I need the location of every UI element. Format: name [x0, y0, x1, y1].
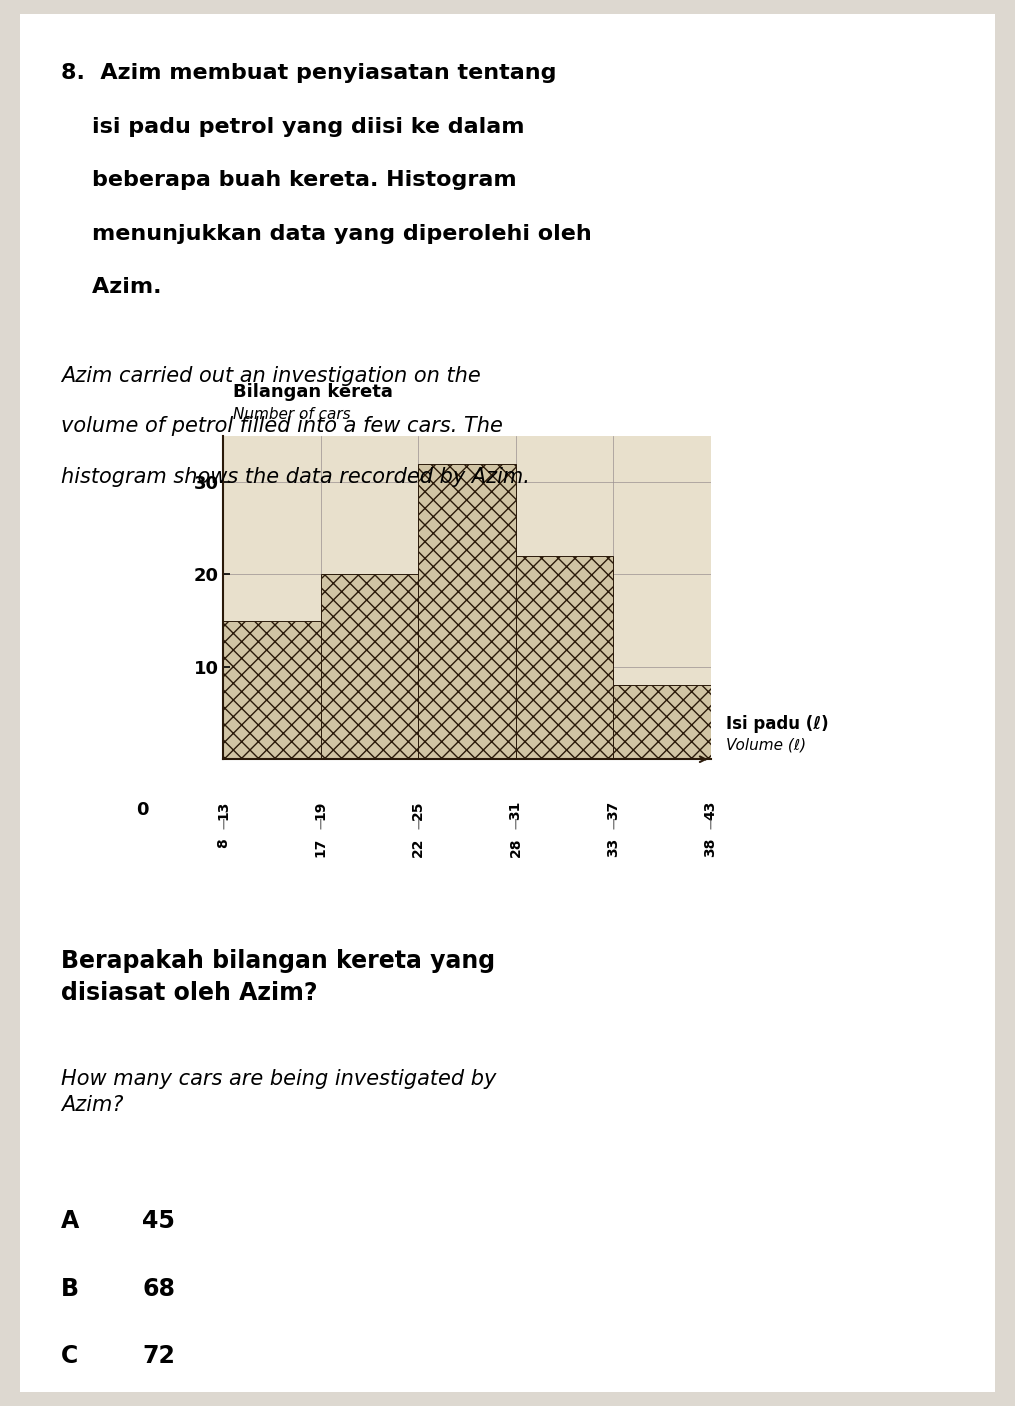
- Text: |: |: [708, 818, 713, 830]
- Text: 8: 8: [216, 838, 230, 848]
- Text: 22: 22: [411, 838, 425, 858]
- Text: 31: 31: [509, 801, 523, 820]
- Text: 13: 13: [216, 801, 230, 820]
- Text: 45: 45: [142, 1209, 175, 1233]
- Text: 43: 43: [703, 801, 718, 820]
- Text: volume of petrol filled into a few cars. The: volume of petrol filled into a few cars.…: [61, 416, 502, 436]
- Bar: [223, 620, 321, 759]
- Text: Berapakah bilangan kereta yang
disiasat oleh Azim?: Berapakah bilangan kereta yang disiasat …: [61, 949, 495, 1005]
- Text: 72: 72: [142, 1344, 175, 1368]
- Text: 37: 37: [606, 801, 620, 820]
- Text: Isi padu (ℓ): Isi padu (ℓ): [726, 716, 828, 733]
- Text: A: A: [61, 1209, 79, 1233]
- Text: |: |: [319, 818, 323, 830]
- Text: 19: 19: [314, 801, 328, 820]
- Text: 33: 33: [606, 838, 620, 858]
- Text: 0: 0: [136, 801, 148, 818]
- Text: 68: 68: [142, 1277, 176, 1301]
- Bar: [516, 555, 613, 759]
- Text: menunjukkan data yang diperolehi oleh: menunjukkan data yang diperolehi oleh: [61, 224, 592, 243]
- Text: Bilangan kereta: Bilangan kereta: [233, 382, 394, 401]
- Bar: [613, 685, 710, 759]
- Text: 28: 28: [509, 838, 523, 858]
- Text: 8.  Azim membuat penyiasatan tentang: 8. Azim membuat penyiasatan tentang: [61, 63, 556, 83]
- Text: Azim.: Azim.: [61, 277, 161, 297]
- Text: Number of cars: Number of cars: [233, 406, 351, 422]
- Text: |: |: [514, 818, 518, 830]
- Text: 38: 38: [703, 838, 718, 858]
- Text: 25: 25: [411, 801, 425, 820]
- Text: 17: 17: [314, 838, 328, 858]
- Text: histogram shows the data recorded by Azim.: histogram shows the data recorded by Azi…: [61, 467, 530, 486]
- Text: |: |: [221, 818, 225, 830]
- Bar: [418, 464, 516, 759]
- Text: beberapa buah kereta. Histogram: beberapa buah kereta. Histogram: [61, 170, 517, 190]
- Bar: [321, 575, 418, 759]
- Text: Azim carried out an investigation on the: Azim carried out an investigation on the: [61, 366, 481, 385]
- Text: B: B: [61, 1277, 79, 1301]
- Text: |: |: [416, 818, 420, 830]
- Text: C: C: [61, 1344, 78, 1368]
- Text: isi padu petrol yang diisi ke dalam: isi padu petrol yang diisi ke dalam: [61, 117, 525, 136]
- Text: Volume (ℓ): Volume (ℓ): [726, 738, 806, 752]
- Text: |: |: [611, 818, 615, 830]
- Text: How many cars are being investigated by
Azim?: How many cars are being investigated by …: [61, 1069, 496, 1115]
